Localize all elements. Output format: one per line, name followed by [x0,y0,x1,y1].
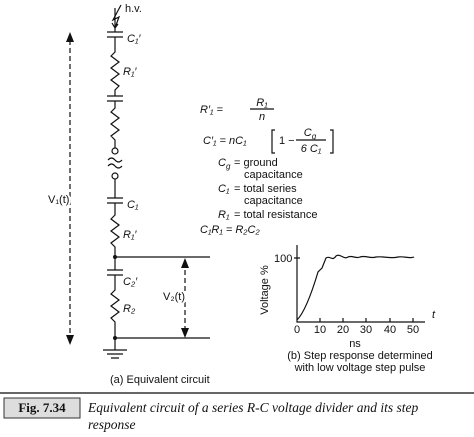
x-tick-label: 20 [337,324,349,336]
formula: R₁ [218,209,230,221]
axis-t: t [432,309,436,321]
formula: capacitance [244,195,303,207]
component-label: C₁′ [127,33,141,45]
component-label: C₂′ [123,276,138,288]
response-caption: (b) Step response determined [287,350,433,362]
formula: = ground [234,157,278,169]
response-caption: with low voltage step pulse [294,362,426,374]
formula: C₁ [218,183,230,195]
x-tick-label: 10 [314,324,326,336]
figure-label-box [3,397,81,419]
x-tick-label: 40 [384,324,396,336]
formula: Cg [304,127,317,141]
component-label: R₂ [123,303,136,315]
supply-label: h.v. [125,3,142,15]
figure-label: Fig. 7.34 [18,400,66,415]
formula: = total series [234,183,297,195]
x-tick-label: 30 [360,324,372,336]
formula: R′₁ = [200,104,224,116]
figure-caption: response [88,417,136,432]
formula: capacitance [244,169,303,181]
y-axis-label: Voltage % [259,265,271,315]
formula: n [259,111,265,123]
x-tick-label: 0 [294,324,300,336]
x-tick-label: 50 [407,324,419,336]
formula: = total resistance [234,209,317,221]
formula: R₁ [256,97,268,109]
figure-caption: Equivalent circuit of a series R-C volta… [87,400,418,415]
v2-label: V₂(t) [163,291,185,303]
formula: C₁R₁ = R₂C₂ [200,224,260,236]
x-axis-label: ns [349,338,361,350]
v1-label: V₁(t) [48,194,69,206]
formula: 1 − [279,135,295,147]
formula: 6 C₁ [301,143,322,155]
y-tick-label: 100 [274,253,292,265]
formula: Cg [218,157,231,171]
formula: C′₁ = nC₁ [203,135,247,147]
circuit-caption: (a) Equivalent circuit [110,374,210,386]
component-label: R₁′ [123,229,137,241]
component-label: R₁′ [123,66,137,78]
component-label: C₁ [127,199,139,211]
circuit [66,4,210,359]
